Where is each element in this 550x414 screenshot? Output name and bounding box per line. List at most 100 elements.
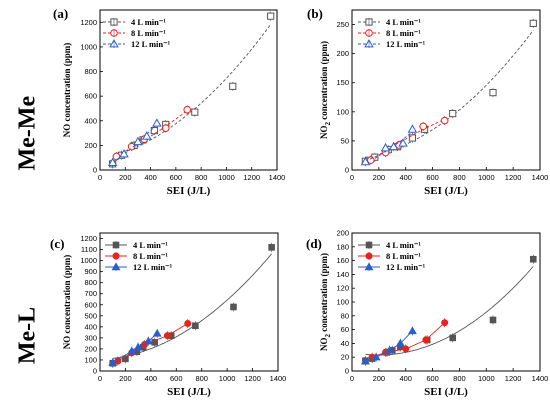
- fit-curve: [365, 29, 534, 158]
- data-point: [388, 141, 399, 151]
- y-axis-label: NO2 concentration (ppm): [319, 41, 332, 139]
- y-tick-label: 600: [84, 300, 97, 309]
- series-line: [112, 333, 158, 364]
- x-tick-label: 1000: [478, 374, 495, 383]
- legend-label: 8 L min⁻¹: [133, 251, 168, 261]
- data-point: [398, 138, 408, 147]
- data-point: [229, 82, 237, 90]
- x-tick-label: 800: [453, 374, 466, 383]
- y-tick-label: 120: [336, 284, 349, 293]
- legend: 4 L min⁻¹8 L min⁻¹12 L min⁻¹: [103, 17, 171, 49]
- y-tick-label: 200: [84, 344, 97, 353]
- data-point: [183, 105, 192, 114]
- data-point: [449, 334, 457, 342]
- plot-frame: [99, 9, 278, 171]
- data-point: [489, 89, 497, 97]
- x-tick-label: 0: [350, 173, 354, 182]
- x-tick-label: 1200: [244, 374, 261, 383]
- y-tick-label: 900: [84, 267, 97, 276]
- data-point: [184, 320, 192, 328]
- x-tick-label: 400: [145, 374, 158, 383]
- x-axis-label: SEI (J/L): [167, 386, 211, 398]
- x-tick-label: 800: [195, 374, 208, 383]
- data-point: [267, 12, 275, 20]
- y-tick-label: 200: [336, 229, 349, 238]
- x-tick-label: 0: [350, 374, 354, 383]
- y-tick-label: 300: [84, 333, 97, 342]
- legend-label: 4 L min⁻¹: [386, 17, 421, 27]
- y-tick-label: 500: [84, 311, 97, 320]
- y-tick-label: 40: [341, 339, 349, 348]
- legend-label: 8 L min⁻¹: [386, 251, 421, 261]
- legend-label: 12 L min⁻¹: [131, 39, 171, 49]
- y-tick-label: 800: [84, 278, 97, 287]
- x-tick-label: 800: [453, 173, 466, 182]
- y-tick-label: 0: [93, 166, 97, 175]
- y-tick-label: 400: [84, 116, 97, 125]
- x-tick-label: 0: [98, 173, 102, 182]
- y-tick-label: 250: [336, 20, 349, 29]
- chart-panel-c: 0 200 400 600 800 1000 1200 1400 0 100 200 300 400 50…: [50, 232, 286, 398]
- data-point: [151, 338, 158, 346]
- y-axis-label: NO concentration (ppm): [62, 43, 72, 138]
- x-tick-label: 0: [98, 374, 102, 383]
- x-tick-label: 1200: [243, 173, 260, 182]
- data-point: [152, 118, 162, 127]
- fit-curve: [112, 123, 158, 163]
- data-point: [529, 19, 537, 27]
- y-tick-label: 180: [336, 242, 349, 251]
- y-tick-label: 100: [336, 298, 349, 307]
- data-point: [108, 358, 118, 366]
- data-point: [360, 156, 371, 166]
- y-tick-label: 400: [84, 322, 97, 331]
- legend-label: 4 L min⁻¹: [386, 240, 421, 250]
- x-tick-label: 1000: [218, 173, 235, 182]
- data-point: [191, 108, 199, 116]
- data-point: [268, 244, 275, 251]
- data-point: [150, 127, 158, 135]
- legend: 4 L min⁻¹8 L min⁻¹12 L min⁻¹: [358, 17, 426, 49]
- data-point: [152, 328, 162, 337]
- y-tick-label: 100: [336, 107, 349, 116]
- panel-label: (b): [307, 6, 323, 21]
- legend: 4 L min⁻¹8 L min⁻¹12 L min⁻¹: [358, 240, 426, 272]
- data-point: [360, 356, 370, 365]
- x-axis-label: SEI (J/L): [424, 185, 468, 197]
- data-point: [127, 346, 137, 355]
- data-point: [441, 319, 449, 327]
- legend-label: 12 L min⁻¹: [133, 262, 173, 272]
- y-tick-label: 80: [341, 311, 349, 320]
- legend-label: 12 L min⁻¹: [386, 39, 426, 49]
- data-point: [112, 152, 121, 161]
- y-tick-label: 150: [336, 78, 349, 87]
- data-point: [380, 142, 391, 152]
- data-point: [143, 336, 153, 345]
- data-point: [422, 336, 430, 344]
- x-tick-label: 1000: [219, 374, 236, 383]
- y-tick-label: 200: [336, 49, 349, 58]
- fit-curve: [365, 266, 534, 356]
- data-point: [407, 326, 417, 335]
- x-tick-label: 600: [426, 374, 439, 383]
- data-point: [402, 345, 410, 353]
- x-axis-label: SEI (J/L): [167, 185, 211, 197]
- panel-label: (c): [50, 236, 64, 251]
- x-tick-label: 200: [119, 374, 132, 383]
- chart-panel-d: 0 200 400 600 800 1000 1200 1400 0 20 40 60 80 100 120…: [306, 229, 548, 399]
- x-tick-label: 200: [119, 173, 132, 182]
- data-point: [419, 122, 427, 131]
- plot-frame: [99, 232, 279, 372]
- y-tick-label: 600: [84, 92, 97, 101]
- plot-frame: [351, 9, 541, 171]
- data-point: [440, 116, 449, 125]
- data-point: [142, 131, 152, 140]
- x-tick-label: 400: [399, 173, 412, 182]
- legend: 4 L min⁻¹8 L min⁻¹12 L min⁻¹: [105, 240, 173, 272]
- data-point: [163, 332, 171, 340]
- data-point: [107, 157, 118, 167]
- y-tick-label: 200: [84, 141, 97, 150]
- data-point: [449, 109, 457, 118]
- x-tick-label: 1200: [505, 173, 522, 182]
- y-tick-label: 1000: [80, 256, 97, 265]
